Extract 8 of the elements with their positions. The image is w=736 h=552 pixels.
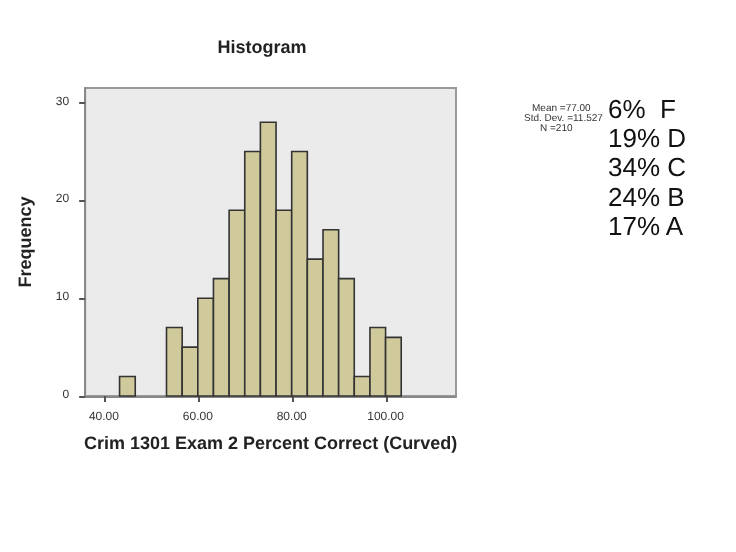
y-axis-title: Frequency bbox=[15, 196, 35, 288]
text: 19% D bbox=[608, 123, 687, 154]
x-axis-title: Crim 1301 Exam 2 Percent Correct (Curved) bbox=[83, 432, 458, 453]
text: 17% A bbox=[608, 210, 684, 241]
text: 6% F bbox=[608, 94, 677, 124]
chart-title: Histogram bbox=[217, 37, 307, 57]
text: 24% B bbox=[608, 181, 685, 212]
text: 34% C bbox=[608, 152, 687, 183]
